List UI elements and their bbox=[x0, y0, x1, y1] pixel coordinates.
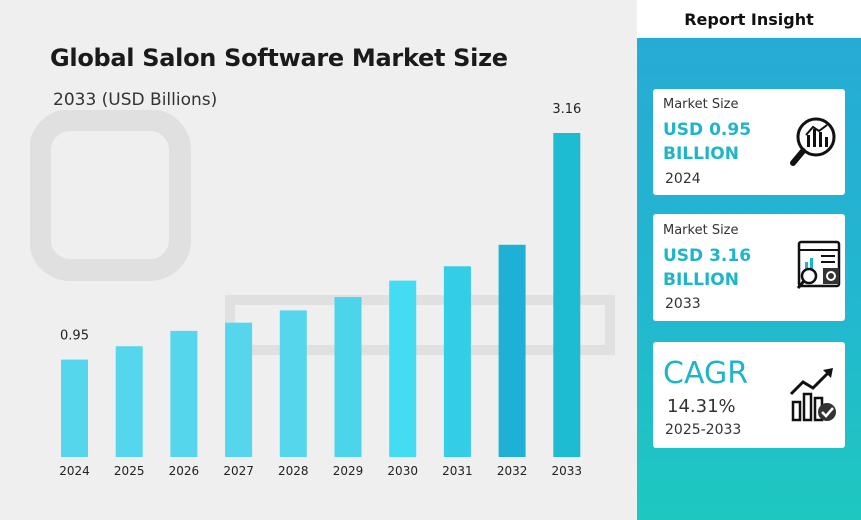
growth-chart-check-icon bbox=[789, 368, 836, 422]
market-size-2024-card: Market Size USD 0.95 BILLION 2024 bbox=[653, 89, 845, 195]
x-tick-label: 2030 bbox=[387, 464, 418, 478]
card-year: 2024 bbox=[665, 171, 701, 187]
x-tick-label: 2029 bbox=[333, 464, 364, 478]
cagr-value: 14.31% bbox=[667, 396, 736, 417]
bar-2027 bbox=[225, 322, 253, 457]
cagr-card: CAGR 14.31% 2025-2033 bbox=[653, 342, 845, 448]
data-label: 0.95 bbox=[60, 329, 89, 344]
bar-2033 bbox=[553, 133, 581, 457]
bar-2031 bbox=[443, 266, 471, 457]
card-year: 2033 bbox=[665, 296, 701, 312]
x-tick-label: 2026 bbox=[169, 464, 200, 478]
data-label: 3.16 bbox=[552, 102, 581, 117]
market-size-2033-card: Market Size USD 3.16 BILLION 2033 bbox=[653, 214, 845, 321]
bar-chart: 2024 0.95 2025 2026 2027 2028 2029 2030 2031 2032… bbox=[59, 102, 583, 478]
card-value: USD 3.16 bbox=[663, 246, 752, 266]
chart-title: Global Salon Software Market Size bbox=[50, 44, 508, 72]
bar-2029 bbox=[334, 297, 362, 457]
bar-2025 bbox=[115, 346, 143, 457]
bar-2026 bbox=[170, 330, 198, 457]
x-tick-label: 2027 bbox=[223, 464, 254, 478]
cagr-label: CAGR bbox=[663, 356, 749, 391]
x-tick-label: 2024 bbox=[59, 464, 90, 478]
bar-2024 bbox=[61, 359, 88, 457]
x-tick-label: 2025 bbox=[114, 464, 145, 478]
card-value-unit: BILLION bbox=[663, 270, 739, 290]
x-tick-label: 2032 bbox=[497, 464, 528, 478]
x-tick-label: 2033 bbox=[552, 464, 583, 478]
chart-panel: Global Salon Software Market Size 2033 (… bbox=[30, 44, 615, 478]
card-value-unit: BILLION bbox=[663, 144, 739, 164]
insight-panel: Report Insight Market Size USD 0.95 BILL… bbox=[637, 0, 861, 520]
bar-2030 bbox=[389, 280, 417, 457]
insight-header: Report Insight bbox=[637, 0, 861, 38]
bar-2032 bbox=[498, 244, 526, 457]
card-label: Market Size bbox=[663, 223, 739, 238]
report-analysis-icon bbox=[796, 240, 841, 289]
bar-2028 bbox=[279, 310, 307, 457]
x-tick-label: 2028 bbox=[278, 464, 309, 478]
x-tick-label: 2031 bbox=[442, 464, 473, 478]
card-label: Market Size bbox=[663, 97, 739, 112]
card-value: USD 0.95 bbox=[663, 120, 752, 140]
cagr-period: 2025-2033 bbox=[665, 422, 742, 438]
magnifier-chart-icon bbox=[790, 117, 836, 166]
chart-subtitle: 2033 (USD Billions) bbox=[53, 90, 218, 110]
